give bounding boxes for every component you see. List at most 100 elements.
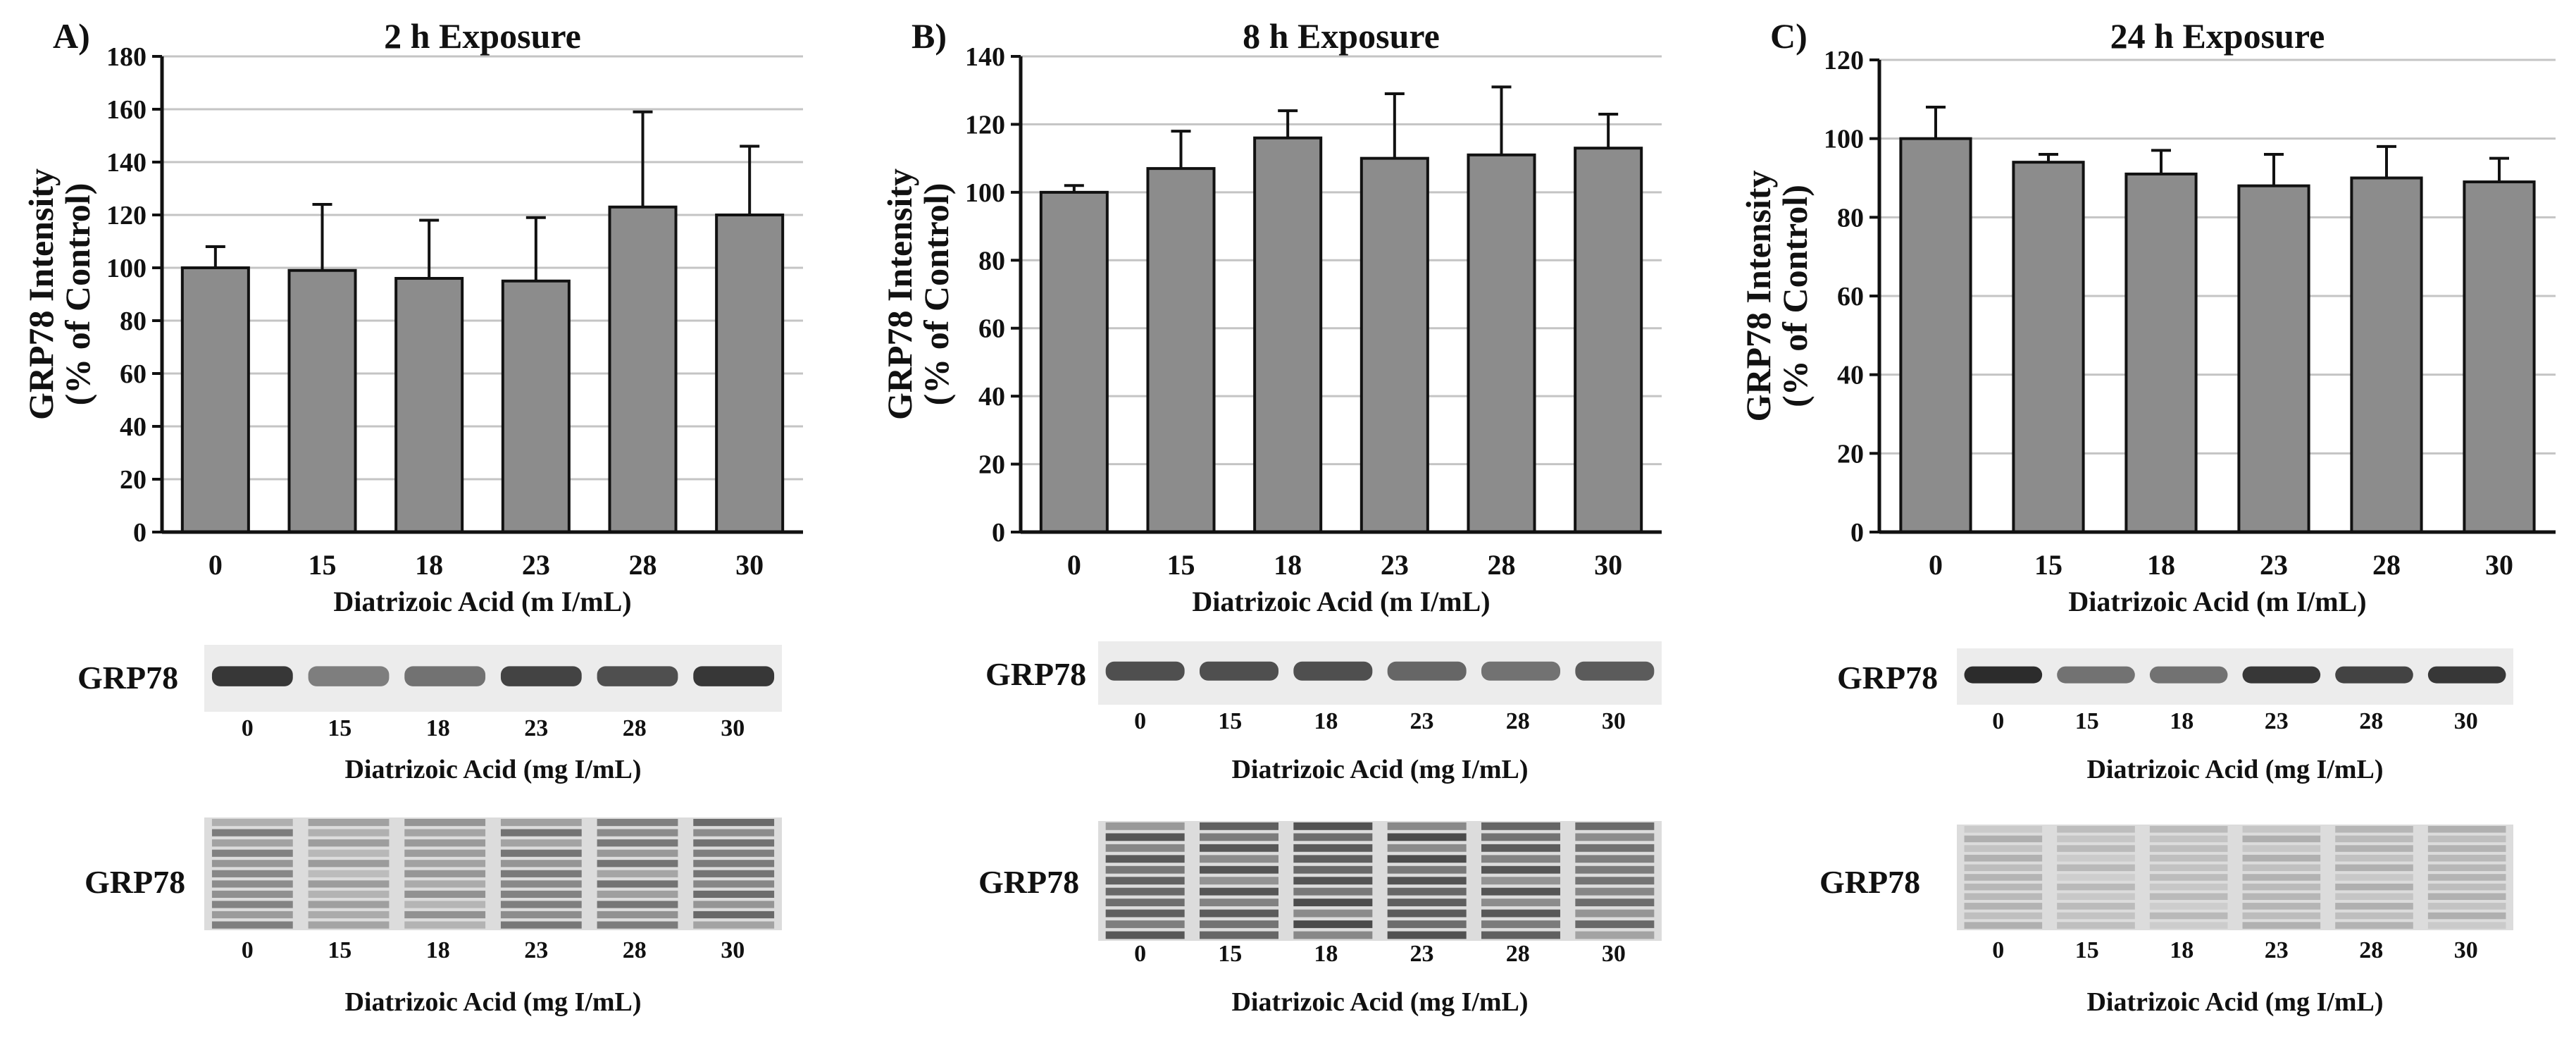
blot-lane bbox=[2242, 826, 2321, 929]
blot-stripe bbox=[1105, 931, 1185, 939]
blot-stripe bbox=[1964, 854, 2043, 862]
blot-stripe bbox=[308, 921, 390, 929]
blot-lane bbox=[693, 819, 775, 929]
blot-stripe bbox=[693, 870, 775, 877]
blot-1-xlabel: Diatrizoic Acid (mg I/mL) bbox=[2086, 755, 2384, 784]
y-tick-label: 40 bbox=[978, 382, 1005, 412]
blot-stripe bbox=[1575, 909, 1655, 918]
blot-stripe bbox=[2427, 874, 2506, 881]
y-tick-label: 160 bbox=[106, 95, 147, 125]
blot-stripe bbox=[2242, 893, 2321, 900]
blot-stripe bbox=[2335, 883, 2413, 891]
blot-stripe bbox=[1481, 931, 1560, 939]
blot-stripe bbox=[597, 849, 678, 857]
blot-lane-label: 28 bbox=[2359, 937, 2384, 963]
blot-lane bbox=[1293, 822, 1373, 939]
blot-stripe bbox=[2057, 864, 2135, 872]
blot-stripe bbox=[500, 849, 582, 857]
blot-lane bbox=[1964, 826, 2043, 929]
blot-stripe bbox=[2149, 922, 2228, 929]
y-tick-label: 20 bbox=[978, 450, 1005, 480]
blot-stripe bbox=[1387, 887, 1467, 896]
y-tick-label: 40 bbox=[1837, 361, 1864, 390]
western-blot-2 bbox=[204, 817, 782, 930]
blot-stripe bbox=[693, 890, 775, 898]
blot-stripe bbox=[500, 901, 582, 908]
blot-image bbox=[204, 817, 782, 930]
blot-2-xlabel: Diatrizoic Acid (mg I/mL) bbox=[2086, 987, 2384, 1017]
blot-stripe bbox=[2335, 854, 2413, 862]
blot-lane-label: 18 bbox=[1314, 941, 1338, 967]
bar bbox=[1899, 137, 1972, 533]
blot-lane-label: 0 bbox=[1992, 708, 2005, 734]
blot-stripe bbox=[597, 911, 678, 919]
blot-stripe bbox=[500, 870, 582, 877]
blot-stripe bbox=[2057, 826, 2135, 833]
blot-lane-label: 28 bbox=[622, 715, 647, 741]
blot-stripe bbox=[2427, 845, 2506, 852]
blot-stripe bbox=[2335, 912, 2413, 920]
blot-stripe bbox=[500, 839, 582, 847]
x-tick-label: 15 bbox=[2034, 549, 2062, 581]
blot-2-label: GRP78 bbox=[978, 864, 1080, 900]
blot-stripe bbox=[2057, 874, 2135, 881]
y-axis-label-line1: GRP78 Intensity bbox=[21, 168, 61, 420]
blot-lane bbox=[1105, 822, 1185, 939]
bar bbox=[2237, 184, 2310, 533]
y-tick-label: 0 bbox=[992, 518, 1005, 548]
blot-lane-label: 23 bbox=[1410, 708, 1434, 734]
blot-stripe bbox=[1105, 844, 1185, 852]
western-blot-2 bbox=[1098, 821, 1662, 941]
blot-stripe bbox=[500, 880, 582, 888]
blot-stripe bbox=[2427, 912, 2506, 920]
blot-stripe bbox=[1200, 833, 1278, 841]
blot-stripe bbox=[1200, 822, 1278, 830]
blot-stripe bbox=[2242, 922, 2321, 929]
blot-band bbox=[2427, 666, 2506, 684]
x-tick-label: 18 bbox=[415, 549, 443, 581]
blot-1-label: GRP78 bbox=[1837, 660, 1939, 696]
blot-lane-label: 30 bbox=[1601, 708, 1626, 734]
y-tick-label: 140 bbox=[965, 42, 1005, 72]
blot-band bbox=[1575, 661, 1655, 681]
panel-letter: B) bbox=[911, 16, 947, 56]
blot-2-lane-labels: 0 15 18 23 28 30 bbox=[1098, 941, 1662, 968]
blot-stripe bbox=[2427, 893, 2506, 900]
blot-background bbox=[1098, 641, 1662, 705]
blot-stripe bbox=[308, 819, 390, 827]
blot-stripe bbox=[308, 849, 390, 857]
bar-chart-a: A) 2 h Exposure GRP78 Intensity(% of Contr… bbox=[21, 16, 803, 617]
blot-stripe bbox=[2335, 864, 2413, 872]
blot-stripe bbox=[2057, 835, 2135, 843]
blot-stripe bbox=[308, 911, 390, 919]
blot-stripe bbox=[404, 860, 486, 868]
bar bbox=[1359, 156, 1429, 533]
blot-background bbox=[204, 817, 782, 930]
x-tick-label: 30 bbox=[1594, 549, 1622, 581]
y-tick-label: 120 bbox=[106, 201, 147, 230]
blot-stripe bbox=[2057, 922, 2135, 929]
blot-lane-label: 15 bbox=[2074, 708, 2099, 734]
x-tick-label: 0 bbox=[209, 549, 223, 581]
blot-stripe bbox=[1481, 909, 1560, 918]
y-tick-label: 60 bbox=[1837, 282, 1864, 311]
blot-lane bbox=[1575, 822, 1655, 939]
blot-lane bbox=[404, 819, 486, 929]
blot-lane-label: 15 bbox=[1218, 708, 1243, 734]
x-tick-label: 28 bbox=[1488, 549, 1516, 581]
blot-lane-label: 18 bbox=[2170, 708, 2194, 734]
blot-stripe bbox=[1293, 920, 1373, 928]
blot-stripe bbox=[1575, 865, 1655, 874]
blot-lane-label: 30 bbox=[2453, 937, 2478, 963]
blot-stripe bbox=[1481, 865, 1560, 874]
x-axis-title: Diatrizoic Acid (m I/mL) bbox=[1192, 586, 1490, 617]
blot-stripe bbox=[2427, 864, 2506, 872]
blot-stripe bbox=[1293, 844, 1373, 852]
y-axis-label: GRP78 Intensity(% of Control) bbox=[1738, 171, 1815, 422]
blot-stripe bbox=[2149, 912, 2228, 920]
blot-stripe bbox=[693, 911, 775, 919]
blot-stripe bbox=[2149, 864, 2228, 872]
blot-1-xlabel: Diatrizoic Acid (mg I/mL) bbox=[344, 755, 642, 784]
y-tick-label: 180 bbox=[106, 42, 147, 72]
y-tick-label: 20 bbox=[1837, 439, 1864, 469]
